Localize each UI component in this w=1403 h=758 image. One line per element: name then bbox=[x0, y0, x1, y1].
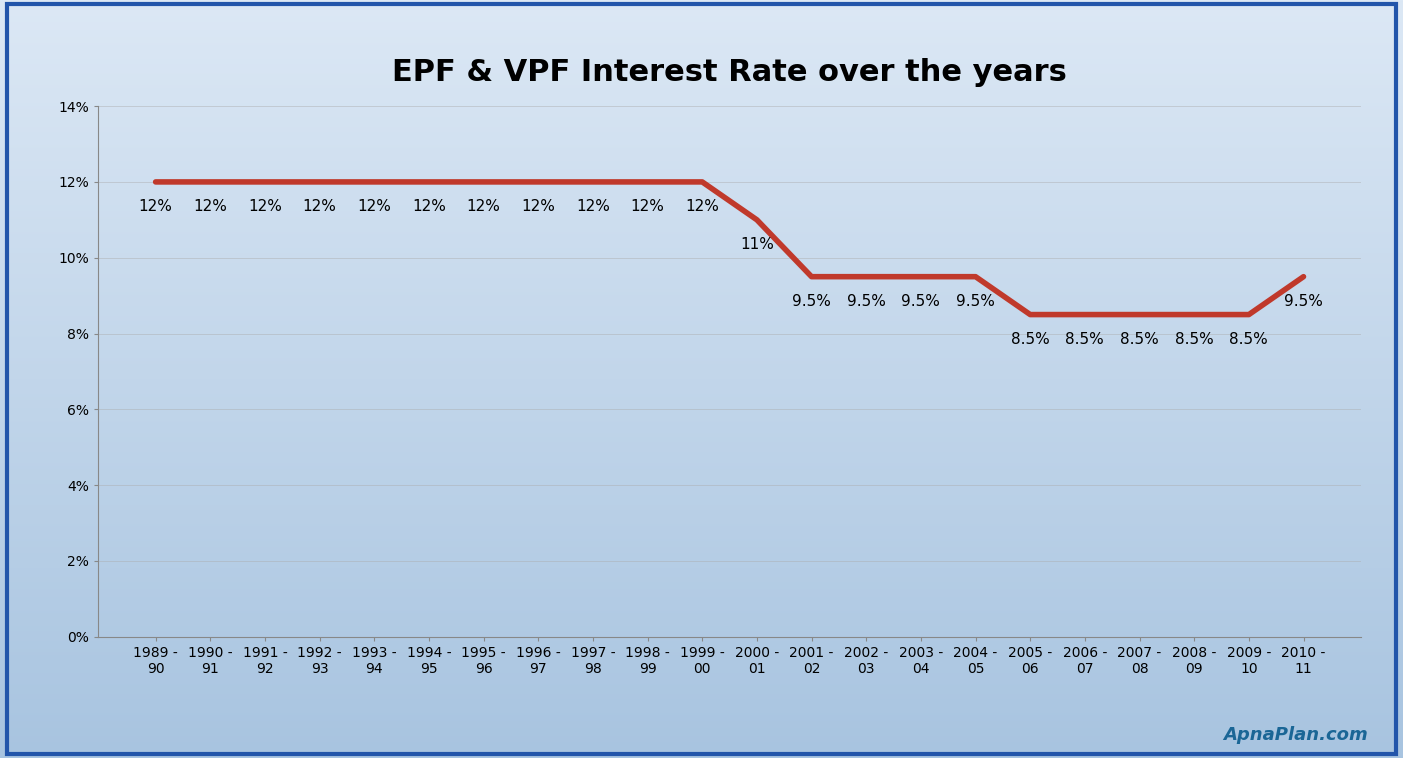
Text: 8.5%: 8.5% bbox=[1120, 332, 1159, 346]
Text: 12%: 12% bbox=[522, 199, 556, 214]
Text: 8.5%: 8.5% bbox=[1065, 332, 1104, 346]
Text: 9.5%: 9.5% bbox=[902, 294, 940, 309]
Text: 9.5%: 9.5% bbox=[955, 294, 995, 309]
Text: ApnaPlan.com: ApnaPlan.com bbox=[1223, 726, 1368, 744]
Text: 9.5%: 9.5% bbox=[793, 294, 831, 309]
Text: 11%: 11% bbox=[739, 236, 774, 252]
Text: 8.5%: 8.5% bbox=[1010, 332, 1049, 346]
Text: 12%: 12% bbox=[467, 199, 501, 214]
Text: 12%: 12% bbox=[630, 199, 665, 214]
Text: 9.5%: 9.5% bbox=[847, 294, 885, 309]
Text: 9.5%: 9.5% bbox=[1284, 294, 1323, 309]
Text: 12%: 12% bbox=[685, 199, 720, 214]
Text: 12%: 12% bbox=[194, 199, 227, 214]
Text: 8.5%: 8.5% bbox=[1174, 332, 1214, 346]
Text: 12%: 12% bbox=[577, 199, 610, 214]
Text: 12%: 12% bbox=[412, 199, 446, 214]
Text: 8.5%: 8.5% bbox=[1229, 332, 1268, 346]
Text: 12%: 12% bbox=[303, 199, 337, 214]
Text: 12%: 12% bbox=[248, 199, 282, 214]
Text: 12%: 12% bbox=[358, 199, 391, 214]
Title: EPF & VPF Interest Rate over the years: EPF & VPF Interest Rate over the years bbox=[391, 58, 1068, 87]
Text: 12%: 12% bbox=[139, 199, 173, 214]
